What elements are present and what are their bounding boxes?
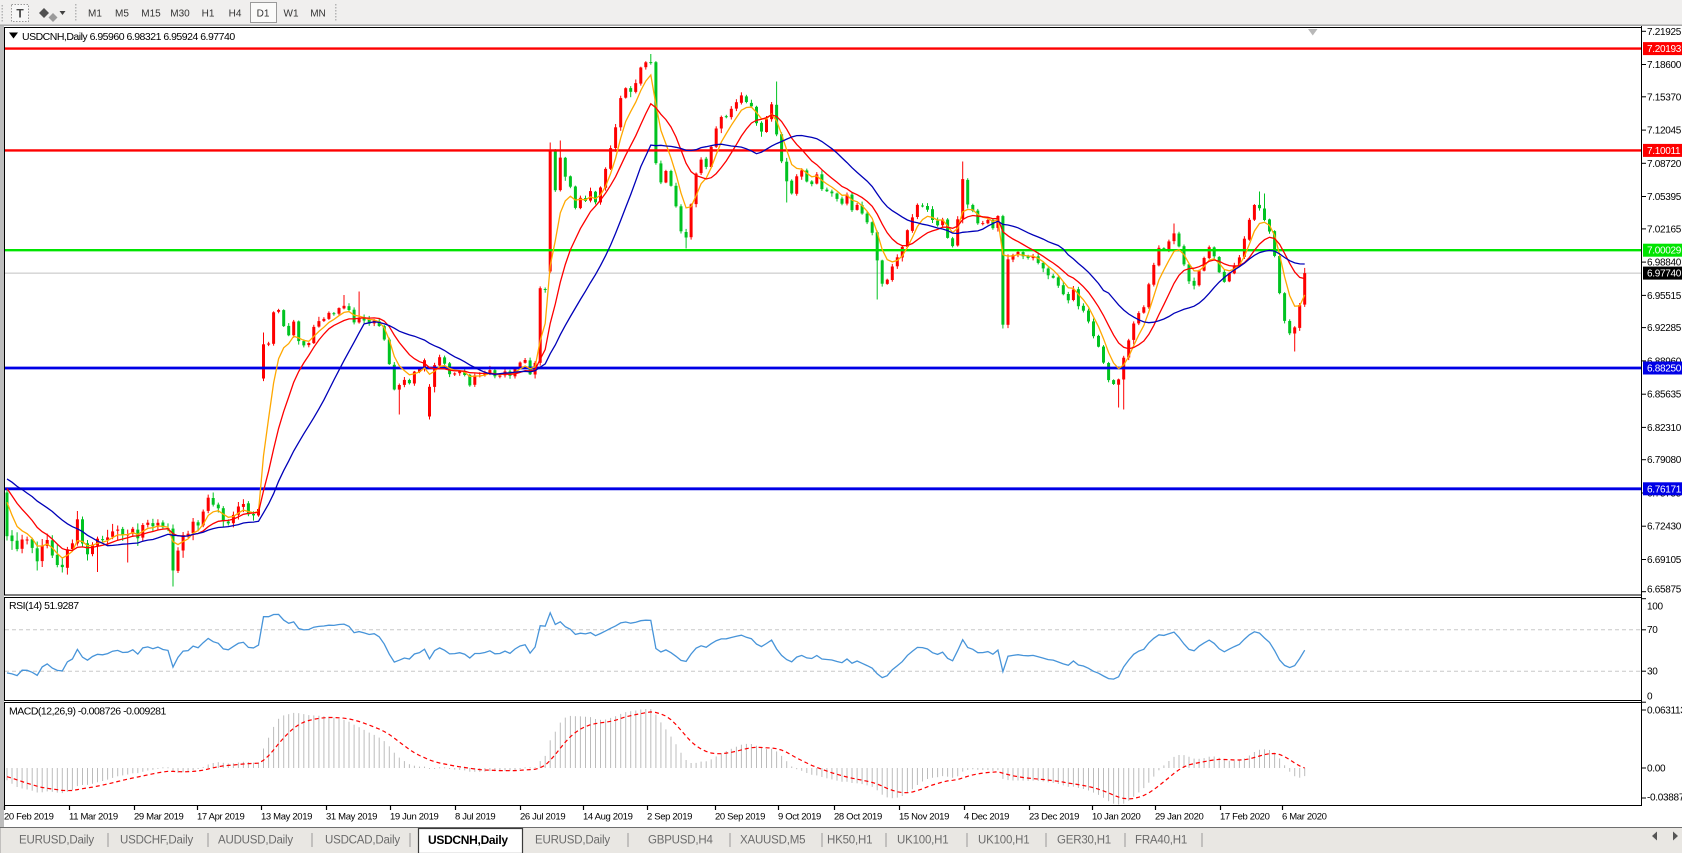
svg-text:W1: W1 bbox=[284, 9, 299, 20]
svg-text:H1: H1 bbox=[202, 9, 215, 20]
svg-text:7.18600: 7.18600 bbox=[1647, 60, 1682, 71]
svg-text:6.85635: 6.85635 bbox=[1647, 390, 1682, 401]
svg-text:7.00029: 7.00029 bbox=[1647, 246, 1682, 257]
svg-text:17 Feb 2020: 17 Feb 2020 bbox=[1220, 812, 1270, 823]
svg-text:28 Oct 2019: 28 Oct 2019 bbox=[834, 812, 882, 823]
svg-text:31 May 2019: 31 May 2019 bbox=[326, 812, 377, 823]
svg-text:D1: D1 bbox=[257, 9, 270, 20]
svg-text:6.69105: 6.69105 bbox=[1647, 555, 1682, 566]
svg-text:XAUUSD,M5: XAUUSD,M5 bbox=[740, 835, 805, 847]
svg-text:20 Feb 2019: 20 Feb 2019 bbox=[4, 812, 54, 823]
svg-text:FRA40,H1: FRA40,H1 bbox=[1135, 835, 1187, 847]
svg-text:6.97740: 6.97740 bbox=[1647, 269, 1682, 280]
svg-text:6.98840: 6.98840 bbox=[1647, 258, 1682, 269]
svg-text:M30: M30 bbox=[170, 9, 190, 20]
svg-text:6.76171: 6.76171 bbox=[1647, 484, 1682, 495]
svg-text:2 Sep 2019: 2 Sep 2019 bbox=[647, 812, 692, 823]
svg-text:M1: M1 bbox=[88, 9, 102, 20]
svg-text:GBPUSD,H4: GBPUSD,H4 bbox=[648, 835, 713, 847]
svg-text:7.20193: 7.20193 bbox=[1647, 44, 1682, 55]
svg-text:6.82310: 6.82310 bbox=[1647, 423, 1682, 434]
svg-text:7.05395: 7.05395 bbox=[1647, 192, 1682, 203]
svg-text:7.08720: 7.08720 bbox=[1647, 159, 1682, 170]
svg-text:0.063113: 0.063113 bbox=[1647, 706, 1682, 717]
svg-text:USDCNH,Daily: USDCNH,Daily bbox=[428, 833, 508, 847]
svg-text:0.00: 0.00 bbox=[1647, 764, 1666, 775]
svg-text:70: 70 bbox=[1647, 625, 1658, 636]
svg-text:-0.03887: -0.03887 bbox=[1647, 793, 1682, 804]
svg-text:6 Mar 2020: 6 Mar 2020 bbox=[1282, 812, 1327, 823]
svg-text:15 Nov 2019: 15 Nov 2019 bbox=[899, 812, 949, 823]
svg-text:11 Mar 2019: 11 Mar 2019 bbox=[69, 812, 118, 823]
svg-text:6.95515: 6.95515 bbox=[1647, 291, 1682, 302]
svg-text:7.21925: 7.21925 bbox=[1647, 27, 1682, 38]
svg-text:UK100,H1: UK100,H1 bbox=[978, 835, 1029, 847]
svg-text:7.02165: 7.02165 bbox=[1647, 224, 1682, 235]
svg-text:13 May 2019: 13 May 2019 bbox=[261, 812, 312, 823]
svg-text:T: T bbox=[16, 7, 24, 21]
svg-text:H4: H4 bbox=[229, 9, 242, 20]
svg-text:9 Oct 2019: 9 Oct 2019 bbox=[778, 812, 821, 823]
svg-text:14 Aug 2019: 14 Aug 2019 bbox=[583, 812, 633, 823]
svg-text:29 Mar 2019: 29 Mar 2019 bbox=[134, 812, 184, 823]
svg-text:EURUSD,Daily: EURUSD,Daily bbox=[19, 835, 94, 847]
svg-text:6.88250: 6.88250 bbox=[1647, 364, 1682, 375]
svg-text:8 Jul 2019: 8 Jul 2019 bbox=[455, 812, 495, 823]
svg-text:M15: M15 bbox=[141, 9, 161, 20]
svg-text:UK100,H1: UK100,H1 bbox=[897, 835, 948, 847]
svg-text:6.79080: 6.79080 bbox=[1647, 455, 1682, 466]
svg-text:7.12045: 7.12045 bbox=[1647, 126, 1682, 137]
svg-text:RSI(14) 51.9287: RSI(14) 51.9287 bbox=[9, 600, 79, 612]
svg-text:19 Jun 2019: 19 Jun 2019 bbox=[390, 812, 439, 823]
svg-text:10 Jan 2020: 10 Jan 2020 bbox=[1092, 812, 1141, 823]
svg-text:0: 0 bbox=[1647, 692, 1653, 703]
svg-text:29 Jan 2020: 29 Jan 2020 bbox=[1155, 812, 1204, 823]
svg-text:7.15370: 7.15370 bbox=[1647, 92, 1682, 103]
svg-text:7.10011: 7.10011 bbox=[1647, 146, 1681, 157]
svg-text:26 Jul 2019: 26 Jul 2019 bbox=[520, 812, 565, 823]
svg-text:6.65875: 6.65875 bbox=[1647, 585, 1682, 596]
svg-text:MACD(12,26,9) -0.008726 -0.009: MACD(12,26,9) -0.008726 -0.009281 bbox=[9, 706, 167, 718]
svg-text:MN: MN bbox=[310, 9, 326, 20]
svg-text:USDCAD,Daily: USDCAD,Daily bbox=[325, 835, 400, 847]
svg-text:23 Dec 2019: 23 Dec 2019 bbox=[1029, 812, 1079, 823]
svg-text:20 Sep 2019: 20 Sep 2019 bbox=[715, 812, 765, 823]
svg-text:GER30,H1: GER30,H1 bbox=[1057, 835, 1111, 847]
svg-text:USDCHF,Daily: USDCHF,Daily bbox=[120, 835, 193, 847]
svg-text:HK50,H1: HK50,H1 bbox=[827, 835, 872, 847]
svg-text:6.92285: 6.92285 bbox=[1647, 323, 1682, 334]
svg-text:17 Apr 2019: 17 Apr 2019 bbox=[197, 812, 244, 823]
svg-text:6.72430: 6.72430 bbox=[1647, 522, 1682, 533]
svg-text:M5: M5 bbox=[115, 9, 129, 20]
svg-text:4 Dec 2019: 4 Dec 2019 bbox=[964, 812, 1009, 823]
svg-text:100: 100 bbox=[1647, 602, 1664, 613]
svg-text:30: 30 bbox=[1647, 667, 1658, 678]
svg-text:USDCNH,Daily 6.95960 6.98321: USDCNH,Daily 6.95960 6.98321 6.95924 6.9… bbox=[22, 31, 235, 43]
svg-text:EURUSD,Daily: EURUSD,Daily bbox=[535, 835, 610, 847]
svg-text:AUDUSD,Daily: AUDUSD,Daily bbox=[218, 835, 293, 847]
